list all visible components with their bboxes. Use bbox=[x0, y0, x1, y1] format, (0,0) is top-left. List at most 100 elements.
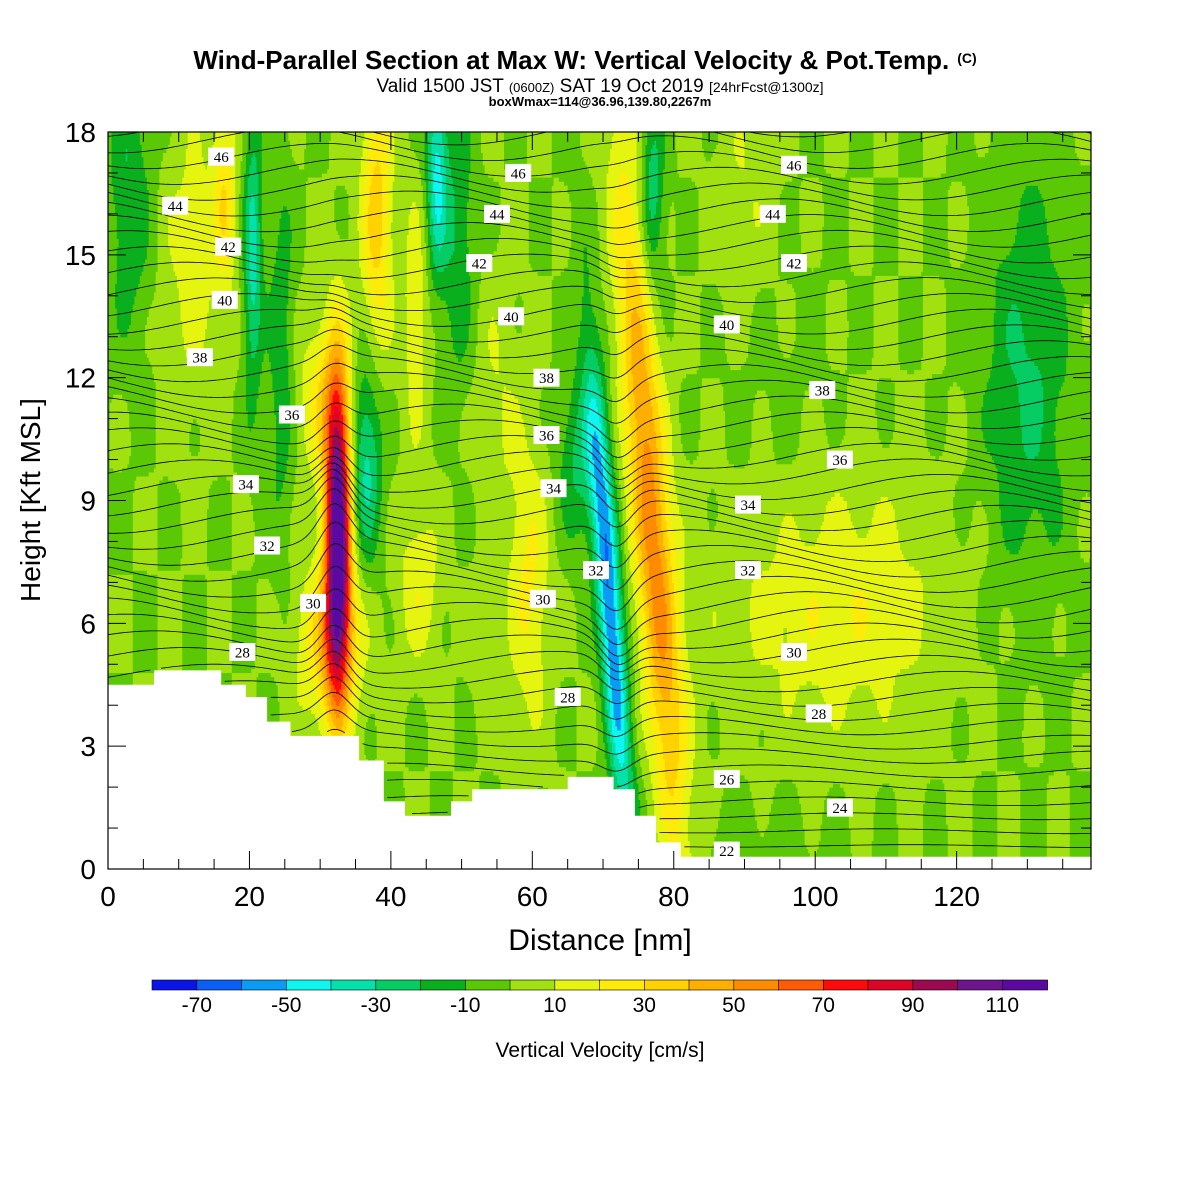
velocity-cell bbox=[290, 598, 304, 604]
velocity-cell bbox=[684, 549, 777, 555]
velocity-cell bbox=[564, 521, 590, 526]
velocity-cell bbox=[650, 635, 657, 641]
velocity-cell bbox=[352, 598, 357, 604]
velocity-cell bbox=[344, 574, 348, 579]
velocity-cell bbox=[512, 660, 542, 665]
velocity-cell bbox=[525, 549, 539, 555]
velocity-cell bbox=[359, 553, 365, 559]
velocity-cell bbox=[629, 713, 632, 719]
velocity-cell bbox=[132, 656, 159, 661]
velocity-cell bbox=[663, 746, 680, 751]
velocity-cell bbox=[334, 697, 342, 702]
velocity-cell bbox=[587, 672, 599, 678]
velocity-cell bbox=[341, 619, 344, 624]
velocity-cell bbox=[634, 607, 641, 612]
velocity-cell bbox=[673, 590, 678, 596]
velocity-cell bbox=[357, 533, 360, 538]
velocity-cell bbox=[346, 725, 351, 731]
velocity-cell bbox=[558, 762, 578, 768]
velocity-cell bbox=[627, 668, 631, 674]
velocity-cell bbox=[353, 701, 360, 706]
velocity-cell bbox=[923, 836, 949, 841]
velocity-cell bbox=[953, 717, 970, 723]
velocity-cell bbox=[606, 738, 611, 743]
velocity-cell bbox=[659, 652, 666, 657]
velocity-cell bbox=[376, 545, 387, 551]
velocity-cell bbox=[684, 598, 751, 604]
velocity-cell bbox=[348, 521, 351, 526]
velocity-cell bbox=[329, 508, 332, 514]
velocity-cell bbox=[279, 713, 316, 719]
velocity-cell bbox=[645, 623, 650, 628]
velocity-cell bbox=[132, 549, 159, 555]
velocity-cell bbox=[231, 586, 258, 592]
velocity-cell bbox=[327, 611, 330, 616]
velocity-cell bbox=[369, 631, 387, 637]
velocity-cell bbox=[677, 660, 684, 665]
velocity-cell bbox=[613, 582, 616, 588]
velocity-cell bbox=[804, 541, 816, 547]
velocity-cell bbox=[330, 688, 337, 694]
velocity-cell bbox=[344, 623, 348, 628]
velocity-cell bbox=[350, 521, 353, 526]
velocity-cell bbox=[385, 574, 404, 579]
velocity-cell bbox=[624, 754, 629, 760]
velocity-cell bbox=[132, 598, 159, 604]
velocity-cell bbox=[613, 594, 618, 600]
velocity-cell bbox=[896, 811, 924, 817]
velocity-cell bbox=[999, 652, 1013, 657]
velocity-cell bbox=[624, 594, 629, 600]
velocity-cell bbox=[854, 627, 868, 633]
velocity-cell bbox=[604, 647, 609, 653]
velocity-cell bbox=[636, 545, 641, 551]
velocity-cell bbox=[1080, 553, 1091, 559]
velocity-cell bbox=[645, 586, 652, 592]
velocity-cell bbox=[818, 615, 853, 620]
velocity-cell bbox=[643, 635, 648, 641]
velocity-cell bbox=[608, 566, 615, 571]
velocity-cell bbox=[601, 598, 606, 604]
velocity-cell bbox=[617, 602, 620, 608]
velocity-cell bbox=[576, 692, 595, 698]
velocity-cell bbox=[330, 697, 335, 702]
velocity-cell bbox=[638, 656, 645, 661]
velocity-cell bbox=[719, 807, 756, 813]
velocity-cell bbox=[336, 701, 341, 706]
velocity-cell bbox=[617, 774, 629, 780]
velocity-cell bbox=[535, 561, 549, 567]
velocity-cell bbox=[594, 545, 599, 551]
velocity-cell bbox=[553, 504, 562, 510]
velocity-cell bbox=[323, 676, 327, 682]
velocity-cell bbox=[868, 607, 924, 612]
velocity-cell bbox=[132, 545, 159, 551]
velocity-cell bbox=[679, 623, 685, 628]
velocity-cell bbox=[622, 602, 627, 608]
velocity-cell bbox=[695, 754, 712, 760]
velocity-cell bbox=[256, 602, 281, 608]
velocity-cell bbox=[417, 533, 436, 538]
velocity-cell bbox=[657, 766, 666, 772]
velocity-cell bbox=[923, 598, 979, 604]
velocity-cell bbox=[380, 508, 388, 514]
velocity-cell bbox=[330, 635, 334, 641]
velocity-cell bbox=[108, 611, 134, 616]
velocity-cell bbox=[668, 578, 673, 583]
velocity-cell bbox=[330, 582, 334, 588]
velocity-cell bbox=[797, 787, 830, 792]
velocity-cell bbox=[346, 647, 350, 653]
velocity-cell bbox=[182, 545, 208, 551]
velocity-cell bbox=[576, 680, 592, 686]
velocity-cell bbox=[645, 795, 654, 800]
velocity-cell bbox=[657, 713, 680, 719]
velocity-cell bbox=[132, 512, 159, 518]
velocity-cell bbox=[604, 549, 609, 555]
velocity-cell bbox=[306, 631, 314, 637]
velocity-cell bbox=[1060, 533, 1078, 538]
velocity-cell bbox=[675, 553, 685, 559]
velocity-cell bbox=[594, 582, 599, 588]
velocity-cell bbox=[850, 828, 875, 833]
velocity-cell bbox=[500, 778, 578, 784]
velocity-cell bbox=[852, 598, 867, 604]
velocity-cell bbox=[231, 537, 256, 543]
velocity-cell bbox=[615, 521, 618, 526]
